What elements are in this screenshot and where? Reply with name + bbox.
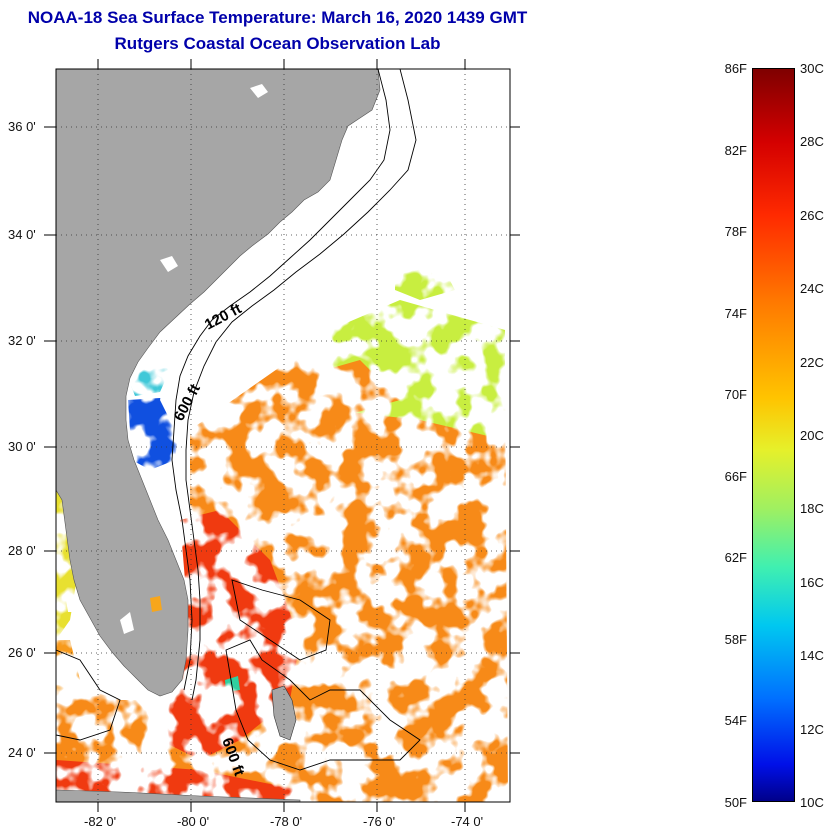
colorbar-fahrenheit-label: 50F [724, 795, 747, 810]
lat-tick-label: 36 0' [8, 119, 36, 134]
colorbar-fahrenheit-label: 54F [724, 713, 747, 729]
colorbar-fahrenheit-label: 58F [724, 631, 747, 647]
lon-tick-label: -82 0' [84, 814, 116, 829]
lon-tick-label: -74 0' [451, 814, 483, 829]
lon-tick-label: -80 0' [177, 814, 209, 829]
lat-tick-label: 30 0' [8, 439, 36, 454]
temperature-colorbar [752, 68, 795, 802]
graticule [56, 69, 510, 802]
colorbar-fahrenheit-label: 70F [724, 387, 747, 403]
latitude-labels: 36 0' 34 0' 32 0' 30 0' 28 0' 26 0' 24 0… [8, 119, 36, 760]
colorbar-celsius-label: 12C [800, 721, 824, 737]
colorbar-fahrenheit-label: 62F [724, 550, 747, 566]
andros-island [271, 685, 297, 741]
colorbar-celsius-label: 28C [800, 134, 824, 150]
contour-600ft [185, 69, 417, 701]
map-subtitle: Rutgers Coastal Ocean Observation Lab [114, 34, 441, 53]
lat-tick-label: 32 0' [8, 333, 36, 348]
colorbar-fahrenheit-label: 78F [724, 224, 747, 240]
colorbar-celsius-label: 30C [800, 61, 824, 76]
land [56, 69, 381, 802]
lat-tick-label: 28 0' [8, 543, 36, 558]
colorbar-celsius-label: 14C [800, 648, 824, 664]
bathymetry-contours [56, 69, 421, 771]
lon-tick-label: -78 0' [270, 814, 302, 829]
tick-marks [44, 59, 520, 812]
lon-tick-label: -76 0' [363, 814, 395, 829]
colorbar-celsius-label: 24C [800, 281, 824, 297]
cuba-land [56, 789, 301, 802]
colorbar-fahrenheit-label: 66F [724, 468, 747, 484]
lat-tick-label: 26 0' [8, 645, 36, 660]
contour-120ft [171, 69, 391, 691]
map-title: NOAA-18 Sea Surface Temperature: March 1… [27, 8, 528, 27]
colorbar-fahrenheit-label: 82F [724, 142, 747, 158]
colorbar-celsius-label: 22C [800, 354, 824, 370]
lat-tick-label: 34 0' [8, 227, 36, 242]
map-plot-area: 120 ft 600 ft 600 ft [56, 69, 510, 802]
colorbar-fahrenheit-label: 74F [724, 305, 747, 321]
colorbar-celsius-label: 26C [800, 207, 824, 223]
colorbar-celsius-label: 16C [800, 574, 824, 590]
us-east-coast-land [56, 69, 381, 697]
colorbar-celsius-label: 20C [800, 428, 824, 443]
colorbar-celsius-label: 10C [800, 795, 824, 810]
map-frame [55, 68, 511, 803]
colorbar-fahrenheit-label: 86F [724, 61, 747, 76]
colorbar-celsius-label: 18C [800, 501, 824, 517]
lat-tick-label: 24 0' [8, 745, 36, 760]
longitude-labels: -82 0' -80 0' -78 0' -76 0' -74 0' [84, 814, 483, 829]
